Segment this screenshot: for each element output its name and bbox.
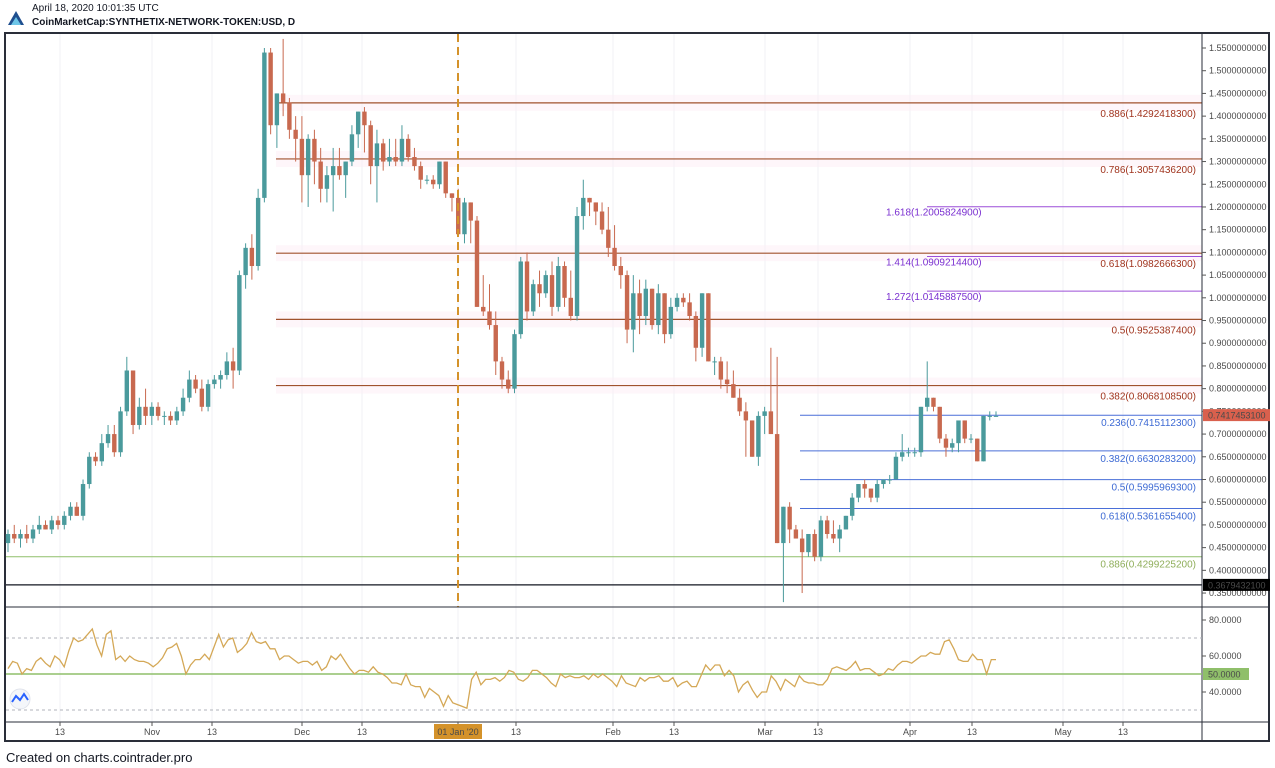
- price-chart[interactable]: 0.886(1.4292418300) 0.786(1.3057436200) 0.…: [0, 0, 1275, 745]
- time-tick: 13: [813, 727, 823, 737]
- time-tick: Mar: [757, 727, 773, 737]
- time-tick: Feb: [605, 727, 621, 737]
- price-tick: 0.4000000000: [1209, 565, 1267, 575]
- time-tick: 13: [967, 727, 977, 737]
- support-price-badge: [1203, 578, 1270, 591]
- chart-header: April 18, 2020 10:01:35 UTC CoinMarketCa…: [0, 0, 1275, 32]
- price-tick: 1.4500000000: [1209, 88, 1267, 98]
- price-tick: 0.8500000000: [1209, 361, 1267, 371]
- rsi-tick: 60.0000: [1209, 651, 1242, 661]
- rsi-mid-value: 50.0000: [1208, 670, 1241, 680]
- fib-label: 0.618(1.0982666300): [1100, 259, 1196, 270]
- price-tick: 0.6000000000: [1209, 474, 1267, 484]
- price-tick: 0.9000000000: [1209, 338, 1267, 348]
- price-tick: 0.4500000000: [1209, 543, 1267, 553]
- fib-extension-label: 1.414(1.0909214400): [886, 258, 982, 269]
- price-tick: 0.8000000000: [1209, 384, 1267, 394]
- time-tick: 13: [55, 727, 65, 737]
- time-tick: 13: [669, 727, 679, 737]
- fib-label: 0.5(0.9525387400): [1111, 325, 1196, 336]
- chart-frame: [4, 32, 1270, 742]
- fib-label: 0.786(1.3057436200): [1100, 165, 1196, 176]
- price-tick: 1.2000000000: [1209, 202, 1267, 212]
- rsi-line: [7, 627, 996, 710]
- price-tick: 1.0000000000: [1209, 293, 1267, 303]
- price-tick: 1.2500000000: [1209, 179, 1267, 189]
- price-axis[interactable]: 1.5500000000 1.5000000000 1.4500000000 1.40…: [1202, 43, 1270, 598]
- price-tick: 1.5000000000: [1209, 66, 1267, 76]
- price-tick: 0.9500000000: [1209, 316, 1267, 326]
- fib-label: 0.618(0.5361655400): [1100, 511, 1196, 522]
- fib-label: 0.886(1.4292418300): [1100, 109, 1196, 120]
- price-tick: 1.1500000000: [1209, 225, 1267, 235]
- rsi-pane: 80.0000 60.0000 40.0000 50.0000: [6, 615, 1249, 711]
- fib-label: 0.382(0.8068108500): [1100, 392, 1196, 403]
- time-tick: 13: [511, 727, 521, 737]
- price-tick: 1.0500000000: [1209, 270, 1267, 280]
- date-marker-label: 01 Jan '20: [437, 727, 478, 737]
- time-axis[interactable]: 13 Nov 13 Dec 13 01 Jan '20 13 Feb 13 Mar 13 Apr 13 M…: [55, 722, 1128, 739]
- footer-credit: Created on charts.cointrader.pro: [6, 750, 193, 765]
- fib-label: 0.236(0.7415112300): [1101, 418, 1196, 429]
- timestamp: April 18, 2020 10:01:35 UTC: [32, 3, 159, 14]
- fib-extension-label: 1.618(1.2005824900): [886, 208, 982, 219]
- current-price-value: 0.7417453100: [1208, 411, 1266, 421]
- time-tick: Dec: [294, 727, 311, 737]
- price-tick: 0.5000000000: [1209, 520, 1267, 530]
- price-tick: 0.5500000000: [1209, 497, 1267, 507]
- time-tick: 13: [1118, 727, 1128, 737]
- price-tick: 1.4000000000: [1209, 111, 1267, 121]
- time-tick: 13: [207, 727, 217, 737]
- chart-logo-icon: [8, 11, 24, 25]
- fib-label: 0.382(0.6630283200): [1100, 454, 1196, 465]
- fibonacci-levels: 0.886(1.4292418300) 0.786(1.3057436200) 0.…: [6, 94, 1202, 586]
- price-tick: 0.7000000000: [1209, 429, 1267, 439]
- time-tick: 13: [357, 727, 367, 737]
- time-tick: Nov: [144, 727, 161, 737]
- price-tick: 1.3000000000: [1209, 157, 1267, 167]
- current-price-badge: [1203, 409, 1270, 422]
- time-tick: Apr: [903, 727, 917, 737]
- rsi-tick: 40.0000: [1209, 687, 1242, 697]
- price-tick: 1.3500000000: [1209, 134, 1267, 144]
- price-tick: 1.5500000000: [1209, 43, 1267, 53]
- price-tick: 1.1000000000: [1209, 247, 1267, 257]
- fib-extension-label: 1.272(1.0145887500): [886, 292, 982, 303]
- rsi-tick: 80.0000: [1209, 615, 1242, 625]
- fib-label: 0.5(0.5995969300): [1111, 483, 1196, 494]
- tradingview-watermark-icon[interactable]: [9, 688, 31, 710]
- fib-label: 0.886(0.4299225200): [1100, 560, 1196, 571]
- price-tick: 0.3500000000: [1209, 588, 1267, 598]
- time-tick: May: [1054, 727, 1072, 737]
- rsi-mid-badge: [1203, 668, 1249, 680]
- support-price-value: 0.3679432100: [1208, 580, 1266, 590]
- date-marker-badge: [434, 724, 482, 739]
- price-tick: 0.6500000000: [1209, 452, 1267, 462]
- symbol-title: CoinMarketCap:SYNTHETIX-NETWORK-TOKEN:US…: [32, 17, 296, 28]
